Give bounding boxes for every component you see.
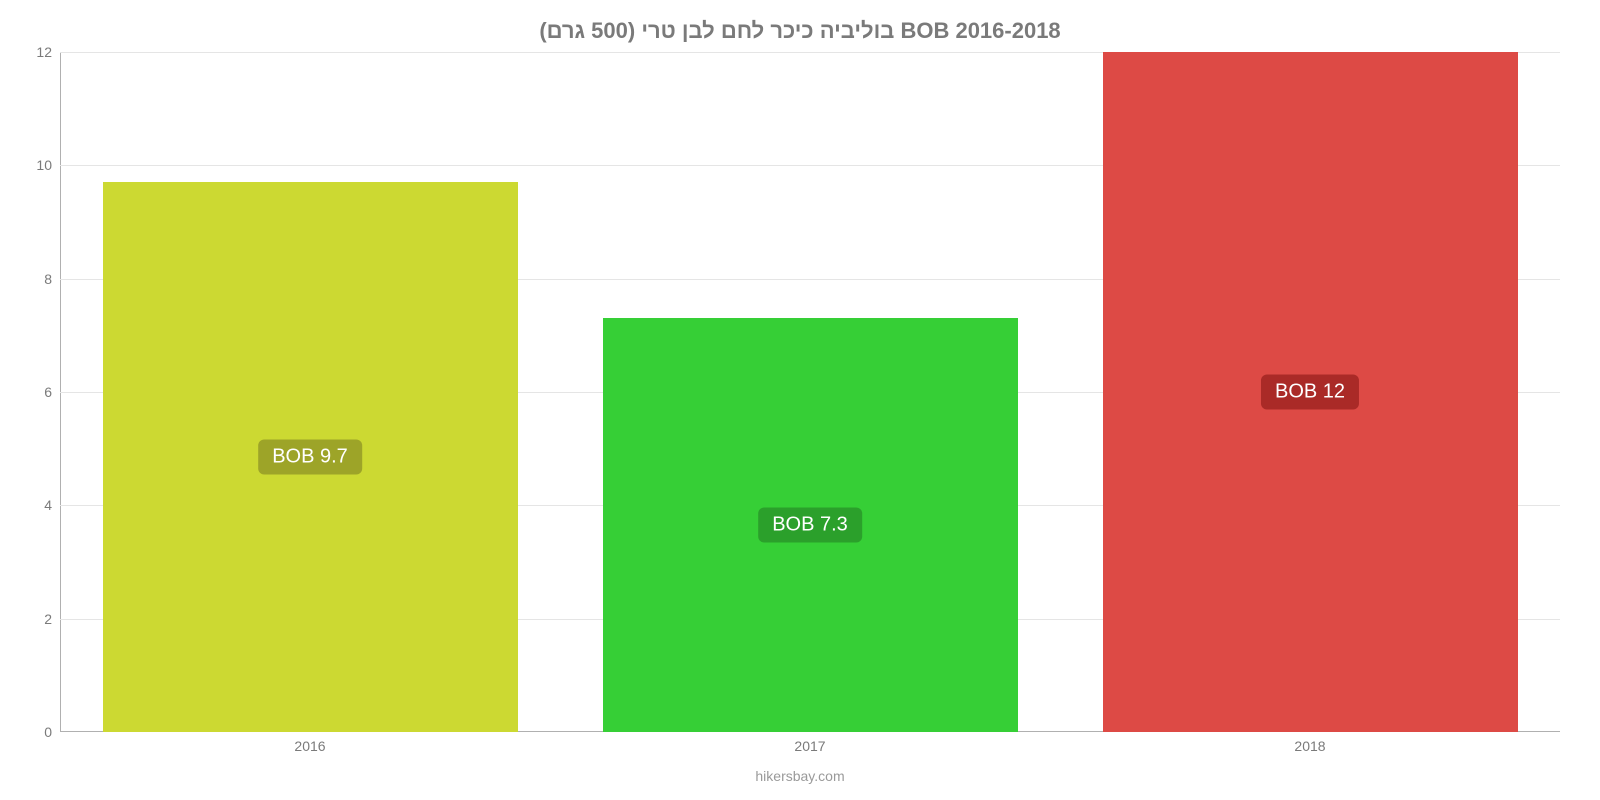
y-tick-label: 2 [44,611,52,627]
x-axis-labels: 2016 2017 2018 [60,738,1560,758]
chart-title: בוליביה כיכר לחם לבן טרי (500 גרם) BOB 2… [0,0,1600,44]
y-tick-label: 4 [44,497,52,513]
bar-value-label: BOB 7.3 [758,508,862,543]
y-tick-label: 0 [44,724,52,740]
bar-value-label: BOB 12 [1261,375,1359,410]
bars-container: BOB 9.7 BOB 7.3 BOB 12 [60,52,1560,732]
bar: BOB 12 [1103,52,1518,732]
y-tick-label: 10 [36,157,52,173]
credit-text: hikersbay.com [0,768,1600,784]
x-tick-label: 2017 [794,738,825,754]
bar: BOB 9.7 [103,182,518,732]
y-axis: 024681012 [20,52,60,732]
bar-value-label: BOB 9.7 [258,440,362,475]
bar: BOB 7.3 [603,318,1018,732]
y-tick-label: 8 [44,271,52,287]
chart-plot-area: 024681012 BOB 9.7BOB 7.3BOB 12 [60,52,1560,732]
x-tick-label: 2018 [1294,738,1325,754]
x-tick-label: 2016 [294,738,325,754]
y-tick-label: 12 [36,44,52,60]
y-tick-label: 6 [44,384,52,400]
